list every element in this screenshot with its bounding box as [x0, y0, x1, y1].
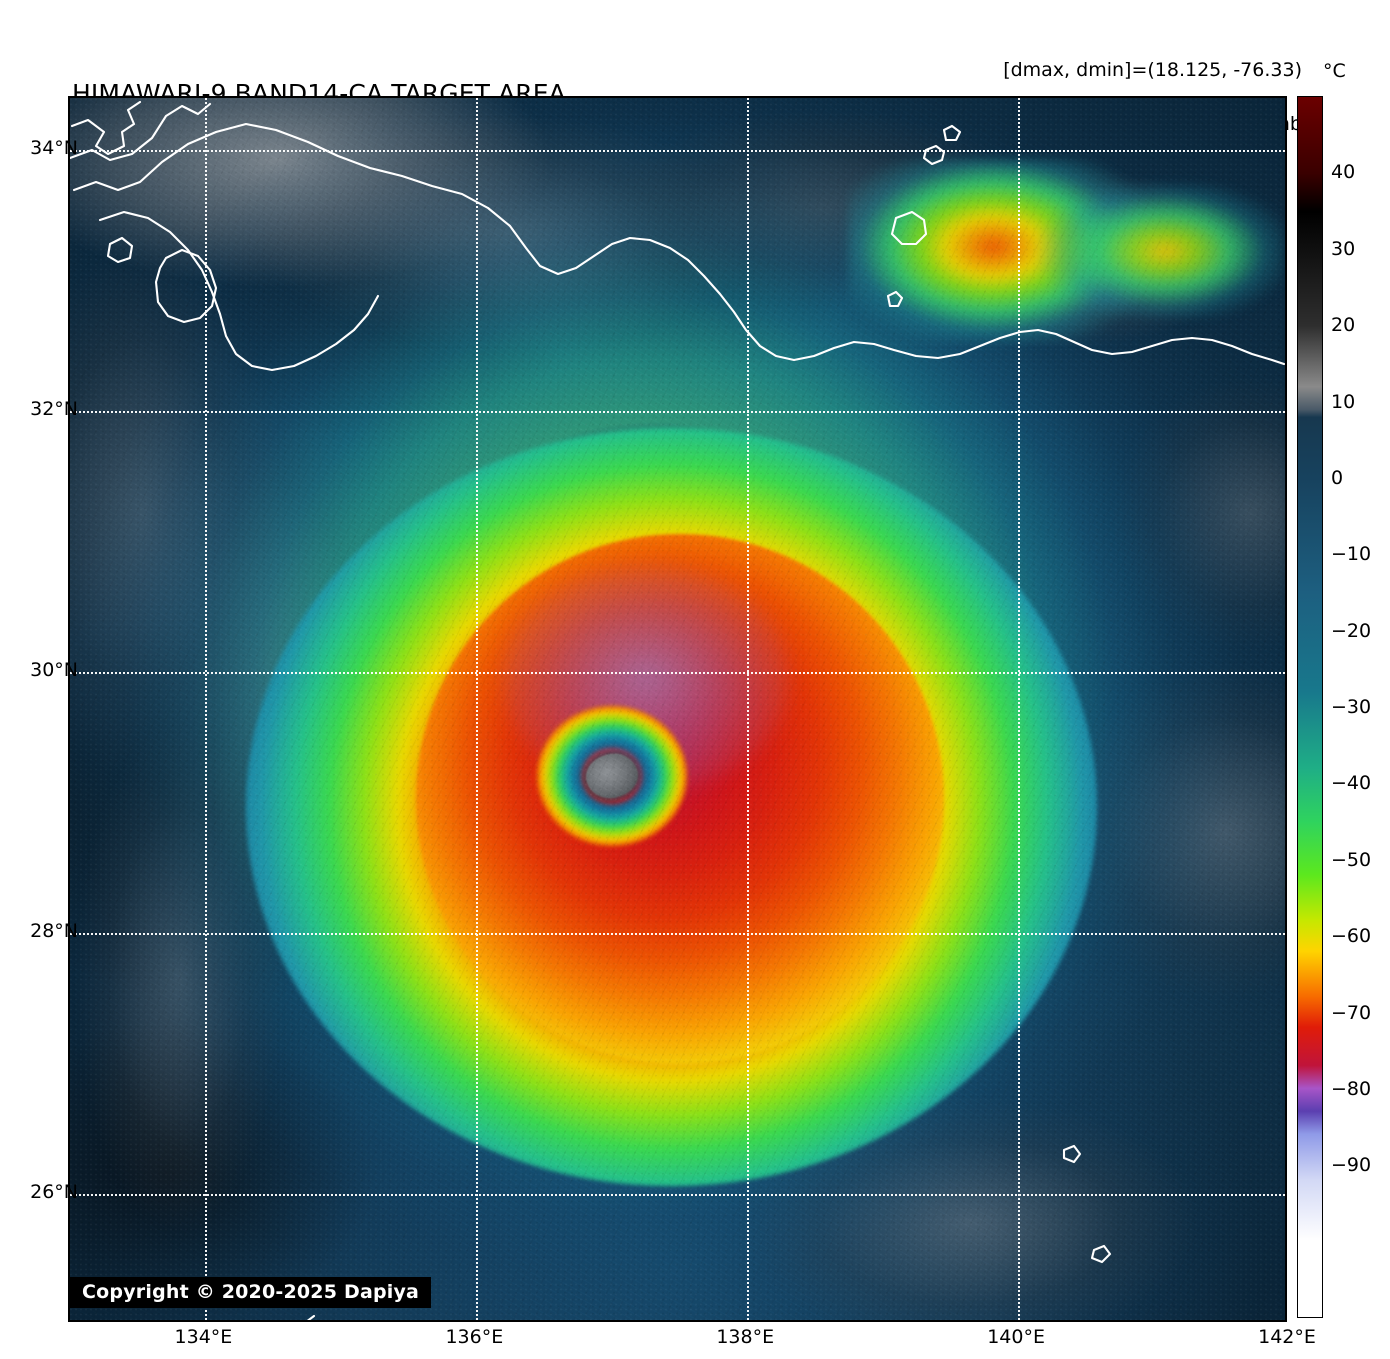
lon-tick-138: 138°E	[716, 1326, 775, 1348]
coastline-islet-west	[106, 236, 134, 264]
northern-convective-cluster-east	[1017, 183, 1285, 318]
coastline-islet-se2	[1090, 1244, 1112, 1264]
coastline-honshu-north	[70, 102, 212, 162]
cbar-tick-30: 30	[1331, 237, 1356, 260]
lat-tick-30: 30°N	[30, 658, 78, 681]
coastline-island-awaji	[154, 248, 218, 324]
gridline-lon-138	[747, 98, 750, 1320]
cbar-tick-10: 10	[1331, 390, 1356, 413]
gridline-lat-30	[70, 671, 1285, 674]
copyright-watermark: Copyright © 2020-2025 Dapiya	[70, 1277, 432, 1308]
band-striation-texture	[70, 98, 1285, 1320]
data-range-label: [dmax, dmin]=(18.125, -76.33)	[1003, 59, 1302, 81]
coastline-izu-island	[890, 210, 928, 246]
cbar-tick-0: 0	[1331, 466, 1344, 489]
coastline-honshu-main	[72, 122, 1285, 366]
gridline-lon-140	[1018, 98, 1021, 1320]
coastline-islet-miyake	[922, 144, 946, 166]
colorbar-gradient	[1298, 97, 1322, 1317]
gridline-lat-34	[70, 150, 1285, 153]
coastline-islet-s	[306, 1314, 316, 1320]
band-striation-texture-2	[70, 98, 1285, 1320]
cbar-tick-20: 20	[1331, 314, 1356, 337]
gridline-lat-32	[70, 411, 1285, 414]
coastline-nw-islets	[70, 100, 142, 156]
cbar-tick-40: 40	[1331, 161, 1356, 184]
lat-tick-26: 26°N	[30, 1180, 78, 1203]
lat-tick-28: 28°N	[30, 919, 78, 942]
coastline-islet-se	[1062, 1144, 1082, 1164]
cbar-tick--70: −70	[1331, 1001, 1372, 1024]
lon-tick-136: 136°E	[445, 1326, 504, 1348]
cbar-tick--40: −40	[1331, 772, 1372, 795]
lat-tick-34: 34°N	[30, 137, 78, 160]
pixel-grain-texture	[70, 98, 1285, 1320]
cbar-tick--10: −10	[1331, 543, 1372, 566]
typhoon-eye	[536, 706, 687, 847]
lat-tick-32: 32°N	[30, 398, 78, 421]
cbar-tick--20: −20	[1331, 619, 1372, 642]
coastline-islet-hachijo	[886, 290, 904, 308]
cbar-tick--80: −80	[1331, 1077, 1372, 1100]
lon-tick-134: 134°E	[174, 1326, 233, 1348]
cbar-tick--90: −90	[1331, 1154, 1372, 1177]
gridline-lat-26	[70, 1193, 1285, 1196]
lon-tick-140: 140°E	[987, 1326, 1045, 1348]
satellite-image-plot	[68, 96, 1287, 1322]
lon-tick-142: 142°E	[1258, 1326, 1316, 1348]
coastline-overlay	[70, 100, 1285, 1320]
gridline-lon-136	[476, 98, 479, 1320]
gridline-lon-134	[205, 98, 208, 1320]
temperature-colorbar	[1297, 96, 1323, 1318]
cbar-tick--30: −30	[1331, 696, 1372, 718]
coastline-islet-north	[942, 124, 962, 142]
title-line-1: HIMAWARI-9 BAND14-CA TARGET AREA	[72, 79, 566, 108]
cbar-tick--50: −50	[1331, 848, 1372, 871]
colorbar-unit-label: °C	[1323, 60, 1346, 82]
cbar-tick--60: −60	[1331, 925, 1372, 948]
coastline-shikoku	[98, 210, 380, 372]
gridline-lat-28	[70, 932, 1285, 935]
